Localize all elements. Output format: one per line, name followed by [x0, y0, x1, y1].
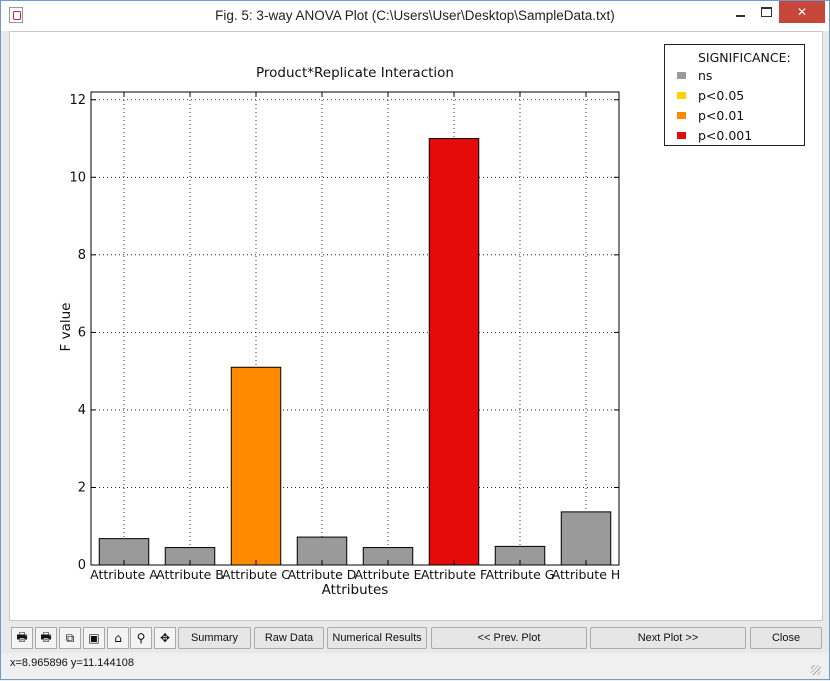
legend-item-p001: p<0.01	[677, 107, 744, 123]
plot-area-frame	[90, 91, 620, 566]
y-axis-ticks: 0 2 4 6 8 10 12	[69, 93, 619, 573]
raw-data-button[interactable]: Raw Data	[254, 627, 324, 649]
x-tick-label: Attribute H	[552, 567, 621, 582]
minimize-button[interactable]	[727, 1, 753, 23]
x-tick-label: Attribute B	[156, 567, 224, 582]
status-bar: x=8.965896 y=11.144108	[1, 653, 829, 679]
y-tick-label: 4	[78, 403, 86, 418]
bars	[98, 138, 612, 566]
legend-swatch-p001	[677, 111, 686, 119]
bar	[560, 511, 612, 566]
app-icon[interactable]	[9, 7, 23, 23]
close-window-button[interactable]: ✕	[779, 1, 825, 23]
y-axis-label: F value	[58, 302, 74, 352]
copy-icon[interactable]: ⧉	[59, 627, 81, 649]
cursor-coordinates: x=8.965896 y=11.144108	[10, 657, 134, 669]
legend-swatch-p0001	[677, 131, 686, 139]
legend-label: p<0.001	[698, 127, 753, 143]
next-plot-button[interactable]: Next Plot >>	[590, 627, 746, 649]
title-bar[interactable]: Fig. 5: 3-way ANOVA Plot (C:\Users\User\…	[1, 1, 829, 31]
print-icon[interactable]: 🖶	[11, 627, 33, 649]
y-tick-label: 8	[78, 248, 86, 263]
legend-item-ns: ns	[677, 67, 712, 83]
print-preview-icon[interactable]: 🖶	[35, 627, 57, 649]
numerical-results-button[interactable]: Numerical Results	[327, 627, 427, 649]
x-tick-label: Attribute C	[222, 567, 290, 582]
save-icon[interactable]: ▣	[83, 627, 105, 649]
zoom-icon[interactable]: ⚲	[130, 627, 152, 649]
grid-lines	[91, 92, 619, 565]
y-tick-label: 12	[69, 93, 86, 108]
x-tick-label: Attribute E	[354, 567, 421, 582]
minimize-icon	[735, 15, 745, 17]
window-title: Fig. 5: 3-way ANOVA Plot (C:\Users\User\…	[215, 8, 615, 23]
legend-swatch-p005	[677, 91, 686, 99]
legend-title: SIGNIFICANCE:	[698, 50, 791, 65]
resize-grip[interactable]	[811, 665, 821, 675]
bar	[230, 366, 282, 566]
x-tick-label: Attribute D	[288, 567, 357, 582]
y-tick-label: 10	[69, 170, 86, 185]
plot-toolbar: 🖶 🖶 ⧉ ▣ ⌂ ⚲ ✥ Summary Raw Data Numerical…	[9, 627, 823, 649]
x-axis-label: Attributes	[321, 582, 389, 598]
summary-button[interactable]: Summary	[178, 627, 251, 649]
pan-icon[interactable]: ✥	[154, 627, 176, 649]
legend-label: p<0.05	[698, 87, 745, 103]
y-tick-label: 6	[78, 325, 86, 340]
legend-label: p<0.01	[698, 107, 745, 123]
legend-swatch-ns	[677, 71, 686, 79]
chart-legend: SIGNIFICANCE: ns p<0.05 p<0.01 p<0.001	[664, 44, 805, 146]
x-tick-label: Attribute F	[421, 567, 487, 582]
x-tick-label: Attribute A	[90, 567, 158, 582]
prev-plot-button[interactable]: << Prev. Plot	[431, 627, 587, 649]
home-icon[interactable]: ⌂	[107, 627, 129, 649]
chart-title: Product*Replicate Interaction	[256, 65, 454, 81]
maximize-button[interactable]	[753, 1, 779, 23]
close-button[interactable]: Close	[750, 627, 822, 649]
legend-item-p005: p<0.05	[677, 87, 744, 103]
bar	[428, 138, 480, 566]
maximize-icon	[760, 7, 772, 17]
x-tick-label: Attribute G	[486, 567, 555, 582]
y-tick-label: 0	[78, 558, 86, 573]
legend-item-p0001: p<0.001	[677, 127, 752, 143]
y-tick-label: 2	[78, 480, 86, 495]
legend-label: ns	[698, 67, 713, 83]
